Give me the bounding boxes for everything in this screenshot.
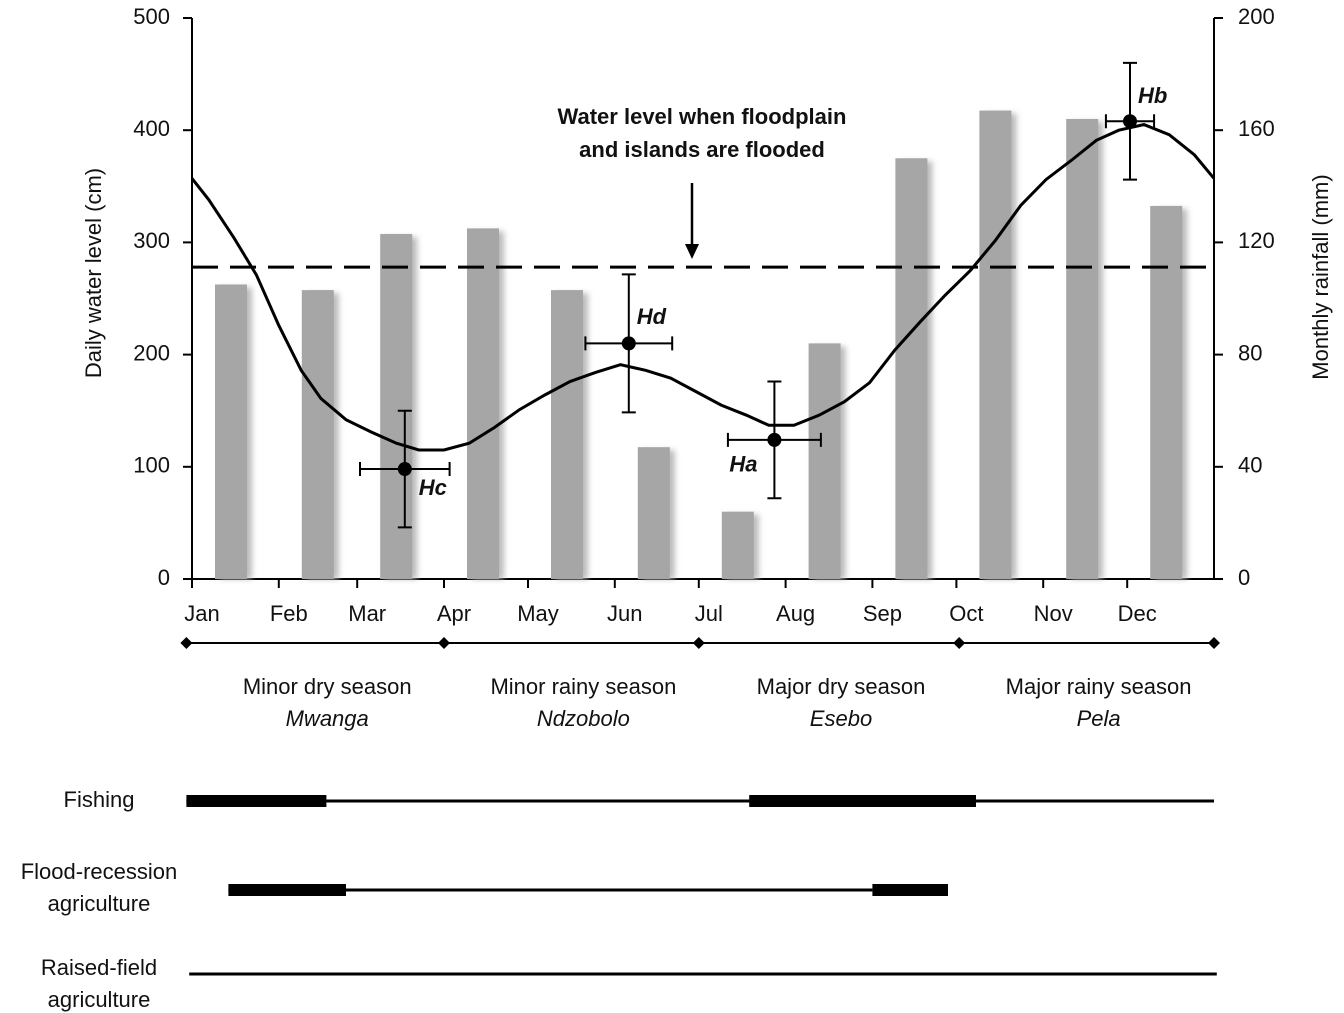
y-tick-label: 200 xyxy=(133,340,170,365)
annotation: and islands are flooded xyxy=(579,137,825,162)
arrow-head xyxy=(685,244,699,259)
activity-label: agriculture xyxy=(48,891,151,916)
bar xyxy=(721,511,754,579)
season-name: Minor dry season xyxy=(243,674,412,699)
x-tick-label: Mar xyxy=(348,601,386,626)
y-tick-label: 0 xyxy=(158,565,170,590)
season-local-name: Mwanga xyxy=(286,706,369,731)
y2-tick-label: 120 xyxy=(1238,228,1275,253)
x-tick-label: May xyxy=(517,601,559,626)
season-name: Major rainy season xyxy=(1006,674,1192,699)
y2-tick-label: 80 xyxy=(1238,340,1262,365)
y-tick-label: 100 xyxy=(133,453,170,478)
y-tick-label: 400 xyxy=(133,116,170,141)
point xyxy=(621,336,636,351)
point-label: Hd xyxy=(637,304,667,329)
y-axis-title: Daily water level (cm) xyxy=(81,168,106,378)
y2-tick-label: 160 xyxy=(1238,116,1275,141)
y-tick-label: 300 xyxy=(133,228,170,253)
x-tick-label: Feb xyxy=(270,601,308,626)
x-tick-label: Apr xyxy=(437,601,471,626)
bar xyxy=(467,228,499,579)
point xyxy=(767,432,782,447)
bar xyxy=(215,284,247,579)
point-label: Hc xyxy=(419,475,447,500)
bar xyxy=(301,290,334,579)
season-boundary xyxy=(438,637,450,649)
x-tick-label: Nov xyxy=(1034,601,1073,626)
bar xyxy=(1150,205,1183,579)
annotation: Water level when floodplain xyxy=(558,104,847,129)
season-name: Major dry season xyxy=(757,674,926,699)
bar xyxy=(637,447,670,579)
bar xyxy=(979,110,1012,579)
y2-tick-label: 0 xyxy=(1238,565,1250,590)
y-tick-label: 500 xyxy=(133,4,170,29)
season-boundary xyxy=(1208,637,1220,649)
x-tick-label: Aug xyxy=(776,601,815,626)
season-boundary xyxy=(180,637,193,649)
y2-tick-label: 40 xyxy=(1238,453,1262,478)
bar xyxy=(551,290,583,579)
x-tick-label: Jun xyxy=(607,601,642,626)
water-level-line xyxy=(190,123,1216,452)
season-local-name: Ndzobolo xyxy=(537,706,630,731)
season-local-name: Esebo xyxy=(810,706,872,731)
x-tick-label: Jul xyxy=(695,601,723,626)
point-label: Hb xyxy=(1138,83,1167,108)
season-boundary xyxy=(692,637,705,649)
season-name: Minor rainy season xyxy=(490,674,676,699)
activity-label: Fishing xyxy=(64,787,135,812)
activity-label: Raised-field xyxy=(41,955,157,980)
x-tick-label: Sep xyxy=(863,601,902,626)
x-tick-label: Oct xyxy=(949,601,983,626)
y2-axis-title: Monthly rainfall (mm) xyxy=(1308,174,1333,379)
bar xyxy=(808,343,841,579)
bar xyxy=(1066,118,1099,579)
activity-label: agriculture xyxy=(48,987,151,1012)
point-label: Ha xyxy=(729,452,757,477)
bar xyxy=(895,158,928,579)
x-tick-label: Dec xyxy=(1118,601,1157,626)
x-tick-label: Jan xyxy=(184,601,219,626)
season-local-name: Pela xyxy=(1077,706,1121,731)
season-boundary xyxy=(953,637,966,649)
point xyxy=(1123,114,1137,129)
y2-tick-label: 200 xyxy=(1238,4,1275,29)
point xyxy=(397,462,412,477)
bar xyxy=(380,233,413,580)
activity-label: Flood-recession xyxy=(21,859,178,884)
